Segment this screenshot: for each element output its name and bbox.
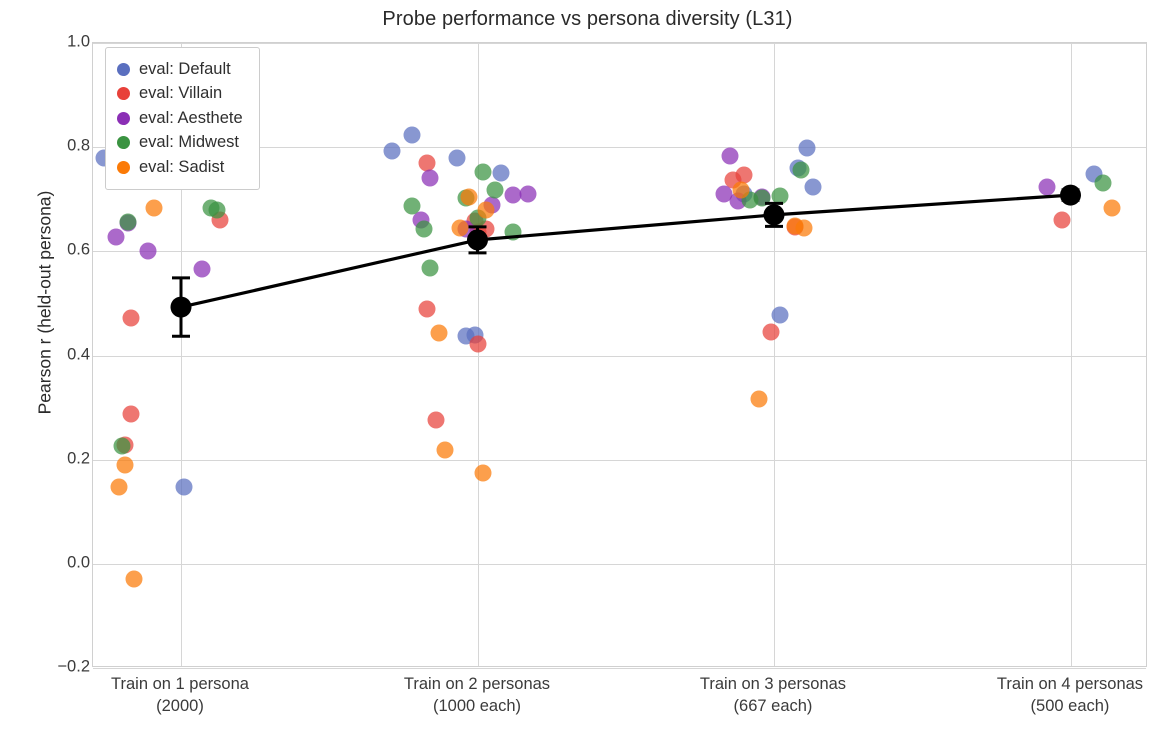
legend-label: eval: Sadist (139, 157, 225, 176)
y-tick-label: 0.4 (67, 345, 90, 363)
gridline-horizontal (93, 668, 1146, 669)
legend-item-villain[interactable]: eval: Villain (117, 82, 243, 107)
gridline-vertical (1071, 43, 1072, 666)
x-tick-label-sub: (667 each) (733, 697, 813, 716)
legend-swatch-icon (117, 62, 130, 76)
legend-item-midwest[interactable]: eval: Midwest (117, 131, 243, 156)
legend-swatch-icon (117, 111, 130, 125)
x-tick-label-sub: (1000 each) (432, 697, 522, 716)
chart-title: Probe performance vs persona diversity (… (382, 8, 793, 30)
legend-item-aesthete[interactable]: eval: Aesthete (117, 106, 243, 131)
mean-marker (1060, 184, 1081, 206)
gridline-horizontal (93, 459, 1146, 461)
mean-trend-line (180, 193, 1071, 309)
mean-marker (763, 204, 785, 226)
legend-label: eval: Midwest (139, 133, 239, 152)
mean-trend-layer (170, 184, 1081, 338)
y-tick-label: 0.8 (67, 136, 90, 155)
x-tick-label: Train on 4 personas (500 each) (920, 673, 1175, 718)
y-tick-label: 1.0 (67, 32, 90, 51)
x-tick-label: Train on 1 persona (2000) (30, 673, 330, 718)
legend-swatch-icon (117, 136, 130, 150)
y-tick-label: 0.6 (67, 240, 90, 259)
legend[interactable]: eval: Default eval: Villain eval: Aesthete… (105, 47, 260, 190)
x-tick-label-main: Train on 3 personas (699, 675, 847, 693)
legend-swatch-icon (117, 87, 130, 101)
x-tick-label: Train on 3 personas (667 each) (623, 673, 923, 718)
legend-label: eval: Villain (139, 84, 223, 103)
gridline-horizontal (93, 355, 1146, 357)
x-tick-label-main: Train on 4 personas (996, 675, 1144, 693)
gridline-horizontal (93, 563, 1146, 565)
legend-label: eval: Aesthete (139, 108, 243, 127)
legend-item-default[interactable]: eval: Default (117, 57, 243, 82)
mean-marker (467, 229, 488, 251)
x-tick-label-sub: (500 each) (1030, 697, 1110, 716)
gridline-vertical (774, 43, 775, 666)
gridline-horizontal (93, 147, 1146, 149)
x-tick-label-main: Train on 1 persona (111, 675, 249, 693)
x-tick-label-sub: (2000) (156, 697, 204, 716)
gridline-horizontal (93, 43, 1146, 44)
mean-marker (170, 296, 192, 318)
y-tick-label: −0.2 (57, 657, 90, 676)
legend-item-sadist[interactable]: eval: Sadist (117, 155, 243, 180)
legend-swatch-icon (117, 160, 130, 174)
y-tick-label: 0.2 (67, 449, 90, 468)
y-axis-label: Pearson r (held-out persona) (34, 190, 55, 415)
legend-label: eval: Default (139, 59, 231, 78)
x-tick-label-main: Train on 2 personas (403, 675, 551, 693)
gridline-horizontal (93, 251, 1146, 253)
gridline-vertical (478, 43, 479, 666)
gridline-vertical (181, 43, 182, 666)
x-tick-label: Train on 2 personas (1000 each) (327, 673, 627, 718)
y-tick-label: 0.0 (67, 553, 90, 572)
